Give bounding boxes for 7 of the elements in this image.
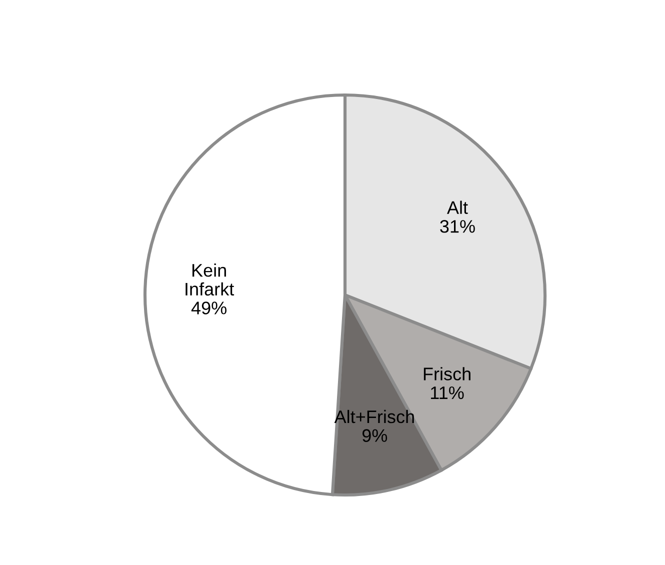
slice-label: Kein Infarkt — [186, 264, 234, 296]
data-label: 31% — [440, 220, 475, 233]
data-label: 49% — [191, 302, 226, 314]
slice-label: Alt — [446, 200, 468, 214]
slice-label: Frisch — [424, 367, 470, 380]
data-label: 9% — [362, 429, 388, 442]
data-label: 11% — [430, 386, 464, 400]
